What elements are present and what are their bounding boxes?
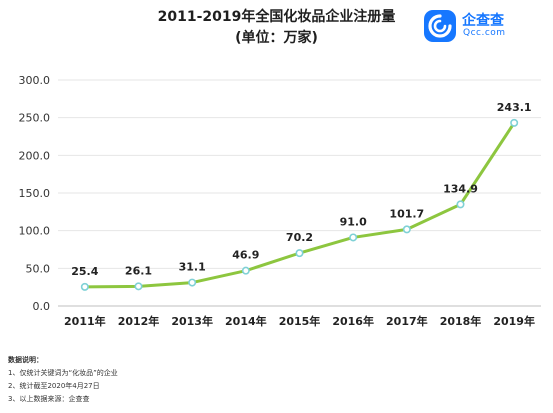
x-tick-label: 2013年	[171, 314, 213, 328]
x-tick-label: 2012年	[118, 314, 160, 328]
grid-lines	[58, 79, 541, 307]
data-point	[80, 282, 89, 291]
data-labels: 25.4 26.1 31.1 46.9 70.2 91.0 101.7 134.9 243.1	[71, 101, 531, 278]
series-line	[83, 121, 516, 289]
y-tick-label: 250.0	[19, 112, 51, 125]
brand-logo: 企查查 Qcc.com	[420, 6, 550, 48]
chart-subtitle: (单位：万家)	[235, 30, 318, 46]
notes-heading: 数据说明：	[8, 356, 43, 364]
x-axis: 2011年 2012年 2013年 2014年 2015年 2016年 2017年 2018年…	[64, 314, 535, 328]
data-point	[402, 225, 411, 234]
data-point	[295, 249, 304, 258]
data-point	[349, 233, 358, 242]
y-tick-label: 200.0	[19, 149, 51, 162]
y-tick-label: 100.0	[19, 225, 51, 238]
x-tick-label: 2019年	[493, 314, 535, 328]
data-label: 31.1	[179, 261, 206, 274]
data-label: 101.7	[389, 207, 424, 220]
data-label: 26.1	[125, 264, 152, 277]
chart-title: 2011-2019年全国化妆品企业注册量	[157, 9, 396, 25]
x-tick-label: 2018年	[440, 314, 482, 328]
notes: 数据说明： 1、仅统计关键词为“化妆品”的企业 2、统计截至2020年4月27日…	[8, 354, 118, 406]
qcc-logo-icon	[424, 10, 456, 42]
note-item: 3、以上数据来源：企查查	[8, 395, 90, 403]
y-tick-label: 150.0	[19, 187, 51, 200]
data-point	[510, 118, 519, 127]
data-point	[456, 200, 465, 209]
x-tick-label: 2014年	[225, 314, 267, 328]
y-axis: 0.0 50.0 100.0 150.0 200.0 250.0 300.0	[19, 74, 51, 313]
brand-domain: Qcc.com	[463, 28, 506, 38]
data-series	[80, 118, 519, 291]
data-label: 70.2	[286, 231, 313, 244]
data-point	[134, 282, 143, 291]
note-item: 2、统计截至2020年4月27日	[8, 382, 100, 390]
x-tick-label: 2015年	[279, 314, 321, 328]
note-item: 1、仅统计关键词为“化妆品”的企业	[8, 369, 118, 377]
data-point	[188, 278, 197, 287]
data-label: 25.4	[71, 265, 98, 278]
data-label: 243.1	[497, 101, 532, 114]
data-label: 134.9	[443, 182, 478, 195]
x-tick-label: 2017年	[386, 314, 428, 328]
x-tick-label: 2016年	[332, 314, 374, 328]
data-label: 91.0	[340, 215, 367, 228]
data-point	[241, 266, 250, 275]
y-tick-label: 300.0	[19, 74, 51, 87]
x-tick-label: 2011年	[64, 314, 106, 328]
data-label: 46.9	[232, 249, 259, 262]
y-tick-label: 0.0	[33, 300, 51, 313]
y-tick-label: 50.0	[26, 262, 51, 275]
brand-name: 企查查	[462, 13, 504, 29]
